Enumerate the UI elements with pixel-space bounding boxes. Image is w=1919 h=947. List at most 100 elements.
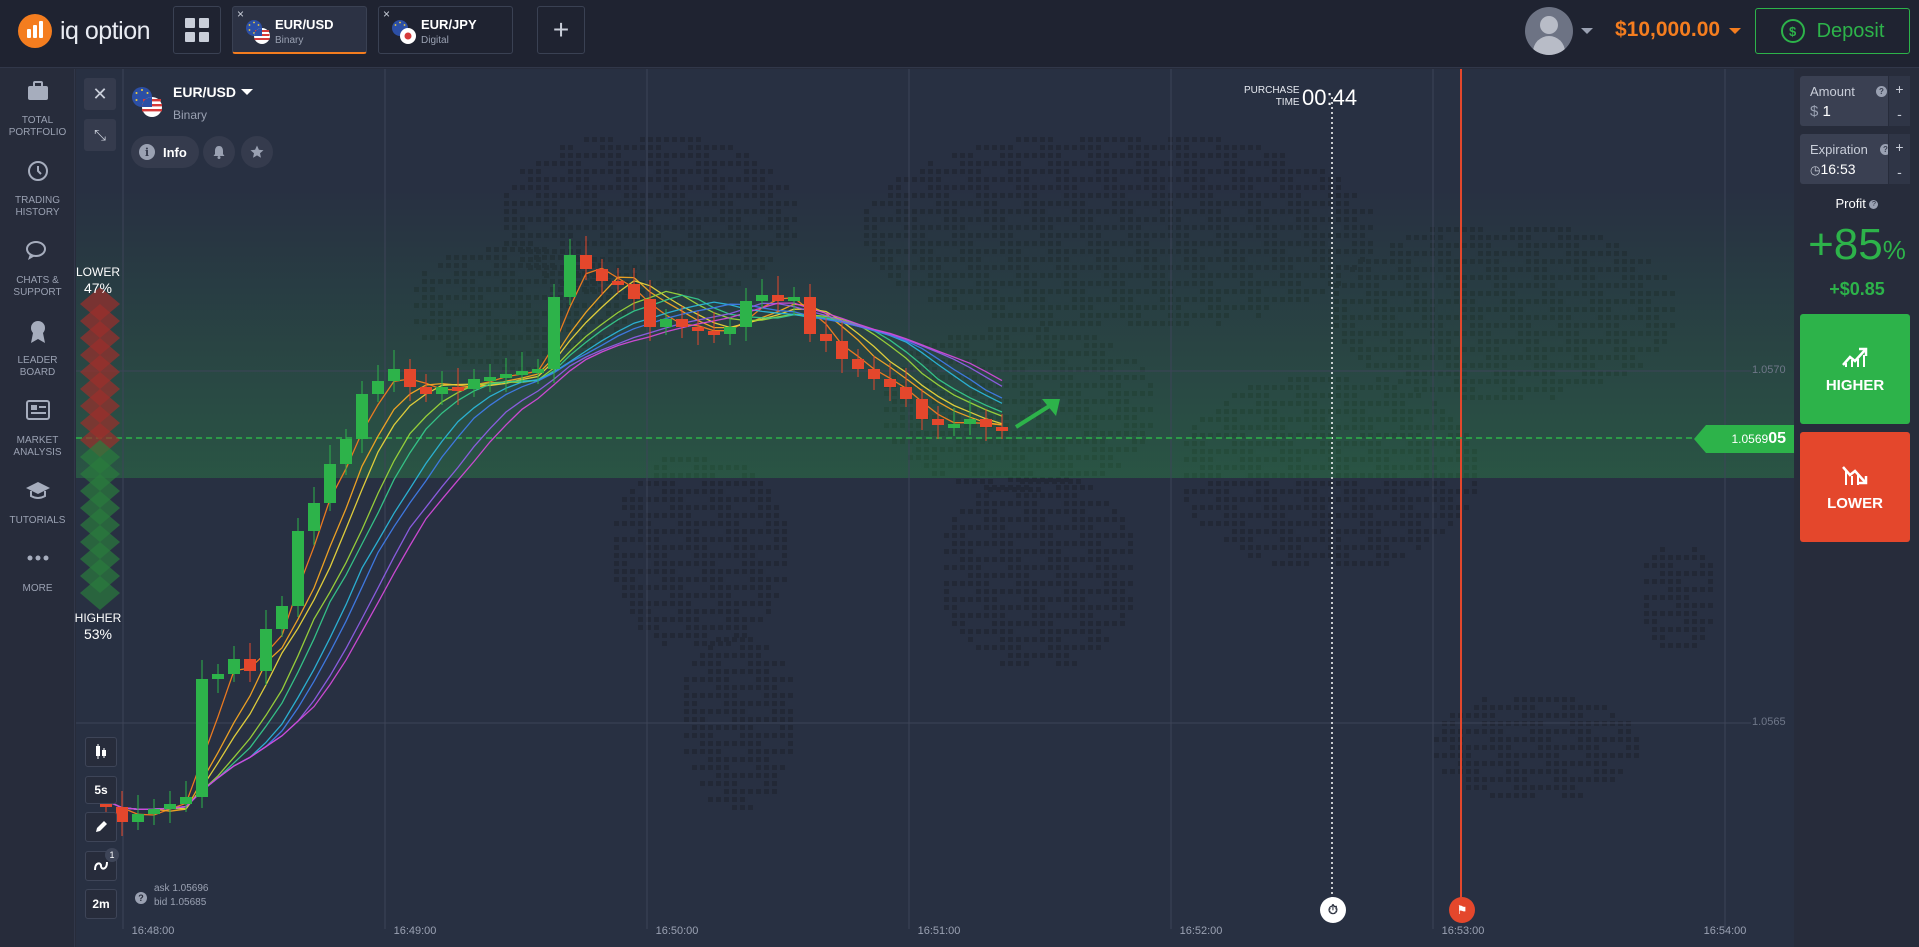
asset-type: Binary [173, 108, 208, 122]
candle-body [308, 503, 320, 531]
avatar[interactable] [1525, 7, 1573, 55]
chevron-down-icon[interactable] [1729, 28, 1741, 34]
lower-sentiment-label: LOWER [76, 265, 121, 279]
deposit-button[interactable]: $ Deposit [1755, 8, 1910, 54]
sidebar-item-market-analysis[interactable]: MARKET ANALYSIS [0, 399, 75, 459]
dollar-icon: $ [1780, 19, 1805, 43]
close-tab-icon[interactable]: × [383, 7, 391, 21]
purchase-countdown: 00:44 [1302, 85, 1358, 110]
decrease-button[interactable]: - [1897, 105, 1902, 122]
trend-arrow [1014, 403, 1053, 429]
decrease-button[interactable]: - [1897, 163, 1902, 180]
candle-body [532, 369, 544, 373]
candle-body [356, 394, 368, 439]
time-axis-label: 16:48:00 [131, 925, 175, 937]
candle-body [852, 359, 864, 369]
logo-icon [18, 14, 52, 48]
price-axis-label: 1.0565 [1752, 716, 1786, 728]
eu-us-flag-icon [132, 87, 162, 117]
tab-eur-usd[interactable]: × EUR/USD Binary [232, 6, 367, 54]
higher-button[interactable]: HIGHER [1800, 314, 1910, 424]
amount-stepper: + - [1888, 76, 1910, 126]
info-button[interactable]: i Info [131, 136, 199, 168]
candle-body [564, 255, 576, 297]
lower-label: LOWER [1827, 494, 1883, 512]
add-tab-button[interactable]: + [537, 6, 585, 54]
candle-body [436, 387, 448, 394]
sidebar-item-tutorials[interactable]: TUTORIALS [0, 479, 75, 527]
candle-body [324, 464, 336, 503]
sidebar-item-more[interactable]: MORE [0, 547, 75, 595]
chevron-down-icon[interactable] [241, 89, 253, 95]
profit-label-text: Profit [1835, 196, 1866, 211]
amount-currency: $ [1810, 103, 1819, 120]
chart-type-button[interactable] [85, 737, 117, 767]
leaderboard-icon [0, 319, 75, 349]
profit-amount: +$0.85 [1829, 279, 1885, 299]
draw-tools-button[interactable] [85, 812, 117, 842]
deposit-label: Deposit [1816, 19, 1885, 42]
sentiment-marker [80, 576, 120, 610]
expiration-field[interactable]: Expiration ? ◷16:53 + - [1800, 134, 1910, 184]
chart-canvas[interactable] [76, 69, 1794, 947]
sidebar-item-chats[interactable]: CHATS & SUPPORT [0, 239, 75, 299]
increase-button[interactable]: + [1895, 80, 1904, 97]
tab-eur-jpy[interactable]: × EUR/JPY Digital [378, 6, 513, 54]
logo[interactable]: iq option [18, 14, 151, 48]
logo-text: iq option [60, 16, 151, 45]
indicator-icon [94, 861, 108, 871]
candle-body [500, 374, 512, 378]
help-icon[interactable]: ? [1876, 86, 1887, 97]
candle-body [676, 319, 688, 327]
sidebar-item-label: SUPPORT [13, 287, 62, 298]
help-icon[interactable]: ? [135, 892, 147, 904]
candle-body [916, 399, 928, 419]
trend-down-icon [1842, 465, 1868, 485]
price-chart[interactable] [76, 69, 1794, 947]
expiration-stepper: + - [1888, 134, 1910, 184]
sidebar-item-history[interactable]: TRADING HISTORY [0, 159, 75, 219]
candle-body [372, 381, 384, 394]
candle-body [212, 674, 224, 679]
candle-body [964, 419, 976, 424]
amount-label: Amount [1810, 84, 1855, 99]
lower-button[interactable]: LOWER [1800, 432, 1910, 542]
close-icon[interactable]: ✕ [84, 78, 116, 110]
balance-amount[interactable]: $10,000.00 [1615, 18, 1721, 41]
amount-input[interactable]: $ 1 [1810, 103, 1831, 120]
expiration-value: 16:53 [1820, 161, 1856, 177]
sidebar-item-leaderboard[interactable]: LEADER BOARD [0, 319, 75, 379]
candle-body [276, 606, 288, 629]
candle-body [628, 284, 640, 299]
stopwatch-icon: ⏱ [1320, 897, 1346, 923]
bell-icon[interactable] [203, 136, 235, 168]
time-axis-label: 16:51:00 [917, 925, 961, 937]
trend-up-icon [1842, 347, 1868, 367]
time-axis-label: 16:52:00 [1179, 925, 1223, 937]
close-tab-icon[interactable]: × [237, 7, 245, 21]
timeframe-button[interactable]: 2m [85, 889, 117, 919]
expiration-input[interactable]: ◷16:53 [1810, 161, 1856, 177]
dashboard-grid-button[interactable] [173, 6, 221, 54]
profit-percent: +85% [1795, 220, 1919, 270]
help-icon[interactable]: ? [1869, 200, 1879, 210]
sidebar-item-portfolio[interactable]: TOTAL PORTFOLIO [0, 79, 75, 139]
interval-button[interactable]: 5s [85, 776, 117, 804]
sidebar-item-label: BOARD [19, 367, 56, 378]
sidebar: TOTAL PORTFOLIO TRADING HISTORY CHATS & … [0, 69, 75, 947]
star-icon[interactable] [241, 136, 273, 168]
current-price-main: 1.0569 [1731, 432, 1769, 446]
asset-name[interactable]: EUR/USD [173, 84, 237, 100]
increase-button[interactable]: + [1895, 138, 1904, 155]
moving-average-line [89, 280, 1003, 810]
help-icon[interactable]: ? [1880, 144, 1891, 155]
market-analysis-icon [0, 399, 75, 429]
candle-body [260, 629, 272, 671]
amount-field[interactable]: Amount ? $ 1 + - [1800, 76, 1910, 126]
ask-bid-quote: ask 1.05696 bid 1.05685 [154, 882, 209, 910]
candle-body [484, 377, 496, 381]
collapse-icon[interactable]: ⤡ [84, 119, 116, 151]
tutorials-icon [0, 479, 75, 509]
chevron-down-icon[interactable] [1581, 28, 1593, 34]
